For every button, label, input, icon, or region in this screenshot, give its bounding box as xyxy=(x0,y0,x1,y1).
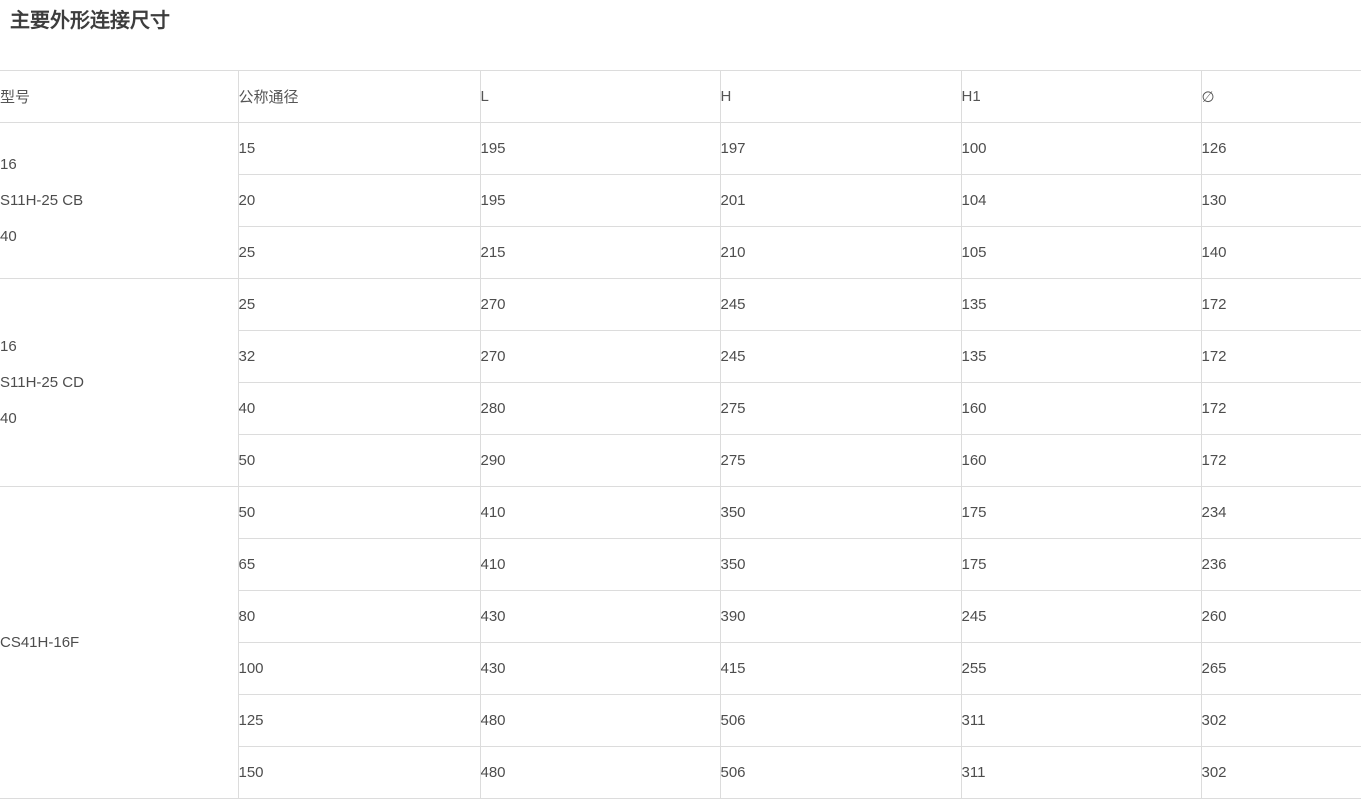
value-cell: 234 xyxy=(1200,486,1361,539)
model-line: S11H-25 CB xyxy=(0,191,84,209)
value-cell: 172 xyxy=(1200,434,1361,487)
value-cell: 245 xyxy=(719,278,961,331)
table-row: 80 430 390 245 260 xyxy=(0,590,1361,643)
value-cell: 105 xyxy=(960,226,1201,279)
col-header-model: 型号 xyxy=(0,70,238,123)
value-cell: 311 xyxy=(960,694,1201,747)
value-cell: 104 xyxy=(960,174,1201,227)
table-row: 40 280 275 160 172 xyxy=(0,382,1361,435)
value-cell: 350 xyxy=(719,538,961,591)
col-header-l: L xyxy=(479,70,720,123)
value-cell: 100 xyxy=(237,642,480,695)
value-cell: 126 xyxy=(1200,122,1361,175)
model-line: 40 xyxy=(0,409,17,427)
col-header-diameter-symbol: ∅ xyxy=(1200,70,1361,123)
value-cell: 130 xyxy=(1200,174,1361,227)
value-cell: 410 xyxy=(479,486,720,539)
table-row: CS41H-16F 50 410 350 175 234 xyxy=(0,486,1361,799)
value-cell: 172 xyxy=(1200,278,1361,331)
table-row: 150 480 506 311 302 xyxy=(0,746,1361,799)
value-cell: 430 xyxy=(479,590,720,643)
value-cell: 265 xyxy=(1200,642,1361,695)
value-cell: 195 xyxy=(479,122,720,175)
value-cell: 197 xyxy=(719,122,961,175)
table-row: 25 215 210 105 140 xyxy=(0,226,1361,279)
value-cell: 210 xyxy=(719,226,961,279)
value-cell: 302 xyxy=(1200,746,1361,799)
value-cell: 50 xyxy=(237,486,480,539)
value-cell: 255 xyxy=(960,642,1201,695)
value-cell: 506 xyxy=(719,746,961,799)
model-cell: 16 S11H-25 CB 40 xyxy=(0,122,238,279)
value-cell: 270 xyxy=(479,330,720,383)
value-cell: 125 xyxy=(237,694,480,747)
value-cell: 135 xyxy=(960,330,1201,383)
value-cell: 311 xyxy=(960,746,1201,799)
value-cell: 40 xyxy=(237,382,480,435)
value-cell: 270 xyxy=(479,278,720,331)
value-cell: 201 xyxy=(719,174,961,227)
value-cell: 290 xyxy=(479,434,720,487)
value-cell: 215 xyxy=(479,226,720,279)
value-cell: 195 xyxy=(479,174,720,227)
value-cell: 25 xyxy=(237,278,480,331)
table-row: 125 480 506 311 302 xyxy=(0,694,1361,747)
table-row: 16 S11H-25 CB 40 15 195 197 100 126 xyxy=(0,122,1361,279)
value-cell: 160 xyxy=(960,434,1201,487)
table-body: 16 S11H-25 CB 40 15 195 197 100 126 20 195 201 104 1… xyxy=(0,122,1361,799)
page-title: 主要外形连接尺寸 xyxy=(10,10,170,32)
value-cell: 415 xyxy=(719,642,961,695)
value-cell: 302 xyxy=(1200,694,1361,747)
value-cell: 25 xyxy=(237,226,480,279)
value-cell: 280 xyxy=(479,382,720,435)
model-cell: 16 S11H-25 CD 40 xyxy=(0,278,238,487)
value-cell: 430 xyxy=(479,642,720,695)
value-cell: 140 xyxy=(1200,226,1361,279)
model-line: 16 xyxy=(0,337,17,355)
table-row: 20 195 201 104 130 xyxy=(0,174,1361,227)
value-cell: 245 xyxy=(960,590,1201,643)
value-cell: 160 xyxy=(960,382,1201,435)
value-cell: 150 xyxy=(237,746,480,799)
value-cell: 80 xyxy=(237,590,480,643)
value-cell: 390 xyxy=(719,590,961,643)
value-cell: 236 xyxy=(1200,538,1361,591)
value-cell: 260 xyxy=(1200,590,1361,643)
model-line: CS41H-16F xyxy=(0,633,80,651)
value-cell: 65 xyxy=(237,538,480,591)
table-row: 16 S11H-25 CD 40 25 270 245 135 172 xyxy=(0,278,1361,487)
value-cell: 32 xyxy=(237,330,480,383)
table-row: 32 270 245 135 172 xyxy=(0,330,1361,383)
value-cell: 245 xyxy=(719,330,961,383)
dimensions-table: 型号 公称通径 L H H1 ∅ 16 S11H-25 CB 40 15 195 197 1… xyxy=(0,70,1361,799)
value-cell: 275 xyxy=(719,382,961,435)
table-row: 65 410 350 175 236 xyxy=(0,538,1361,591)
value-cell: 50 xyxy=(237,434,480,487)
value-cell: 15 xyxy=(237,122,480,175)
value-cell: 20 xyxy=(237,174,480,227)
value-cell: 480 xyxy=(479,746,720,799)
model-cell: CS41H-16F xyxy=(0,486,238,799)
col-header-nominal-diameter: 公称通径 xyxy=(237,70,480,123)
value-cell: 100 xyxy=(960,122,1201,175)
model-line: S11H-25 CD xyxy=(0,373,84,391)
value-cell: 135 xyxy=(960,278,1201,331)
value-cell: 175 xyxy=(960,538,1201,591)
value-cell: 506 xyxy=(719,694,961,747)
value-cell: 480 xyxy=(479,694,720,747)
value-cell: 275 xyxy=(719,434,961,487)
value-cell: 172 xyxy=(1200,330,1361,383)
value-cell: 175 xyxy=(960,486,1201,539)
table-row: 50 290 275 160 172 xyxy=(0,434,1361,487)
model-line: 16 xyxy=(0,155,17,173)
model-line: 40 xyxy=(0,227,17,245)
value-cell: 410 xyxy=(479,538,720,591)
col-header-h1: H1 xyxy=(960,70,1201,123)
header-row: 型号 公称通径 L H H1 ∅ xyxy=(0,70,1361,123)
col-header-h: H xyxy=(719,70,961,123)
value-cell: 350 xyxy=(719,486,961,539)
value-cell: 172 xyxy=(1200,382,1361,435)
table-row: 100 430 415 255 265 xyxy=(0,642,1361,695)
